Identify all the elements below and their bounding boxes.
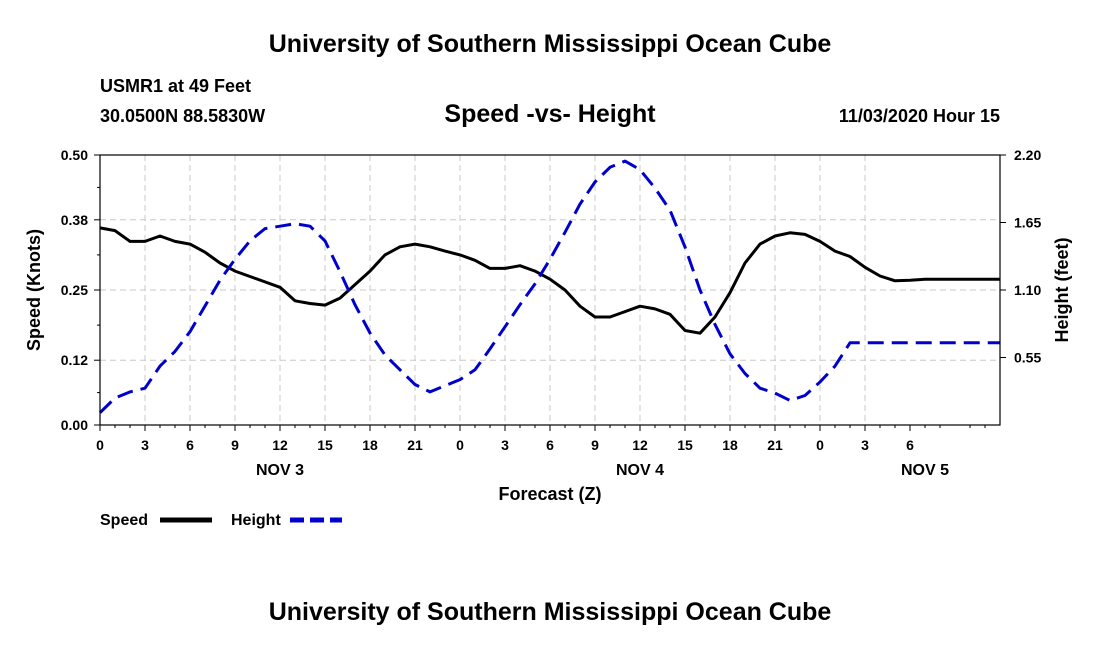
x-tick-label: 18	[722, 437, 738, 453]
x-tick-label: 6	[186, 437, 194, 453]
y-right-tick-label: 1.65	[1014, 215, 1041, 231]
y-left-tick-label: 0.38	[61, 212, 88, 228]
station-label: USMR1 at 49 Feet	[100, 76, 252, 96]
x-tick-label: 21	[767, 437, 783, 453]
x-tick-label: 9	[591, 437, 599, 453]
series-layer	[98, 159, 1000, 414]
x-tick-label: 12	[272, 437, 288, 453]
x-tick-label: 15	[677, 437, 693, 453]
x-axis-label: Forecast (Z)	[498, 484, 601, 504]
y-left-tick-label: 0.25	[61, 282, 88, 298]
height-series-line	[98, 159, 1000, 414]
y-right-tick-label: 1.10	[1014, 282, 1041, 298]
datetime-label: 11/03/2020 Hour 15	[838, 106, 1000, 126]
x-tick-label: 18	[362, 437, 378, 453]
date-label: NOV 4	[616, 462, 664, 479]
x-tick-label: 12	[632, 437, 648, 453]
date-label: NOV 5	[901, 462, 949, 479]
y-right-tick-label: 0.55	[1014, 350, 1041, 366]
main-title: University of Southern Mississippi Ocean…	[268, 30, 832, 58]
x-tick-label: 6	[546, 437, 554, 453]
y-right-tick-label: 2.20	[1014, 147, 1041, 163]
grid	[100, 155, 1000, 425]
x-tick-label: 3	[501, 437, 509, 453]
chart-title: Speed -vs- Height	[444, 100, 656, 128]
y-left-tick-label: 0.00	[61, 417, 88, 433]
y-axis-left-label: Speed (Knots)	[24, 229, 44, 351]
legend-height-label: Height	[231, 512, 281, 529]
legend-speed-label: Speed	[100, 512, 148, 529]
y-axis-right-label: Height (feet)	[1052, 238, 1072, 343]
x-tick-label: 0	[456, 437, 464, 453]
x-tick-label: 3	[861, 437, 869, 453]
y-left-tick-label: 0.50	[61, 147, 88, 163]
footer-title: University of Southern Mississippi Ocean…	[268, 598, 832, 626]
x-tick-label: 15	[317, 437, 333, 453]
date-label: NOV 3	[256, 462, 304, 479]
x-tick-label: 3	[141, 437, 149, 453]
axis-ticks: 0 3 6 9 12 15 18 21 0 3 6 9 12 15 18 21 0 3 6 NOV 3 NOV 4 NOV…	[61, 147, 1042, 479]
legend: Speed Height	[100, 512, 342, 529]
speed-series-line	[99, 226, 1000, 335]
x-tick-label: 0	[96, 437, 104, 453]
x-tick-label: 9	[231, 437, 239, 453]
x-tick-label: 6	[906, 437, 914, 453]
x-tick-label: 0	[816, 437, 824, 453]
x-tick-label: 21	[407, 437, 423, 453]
coordinates-label: 30.0500N 88.5830W	[100, 106, 266, 126]
y-left-tick-label: 0.12	[61, 352, 88, 368]
